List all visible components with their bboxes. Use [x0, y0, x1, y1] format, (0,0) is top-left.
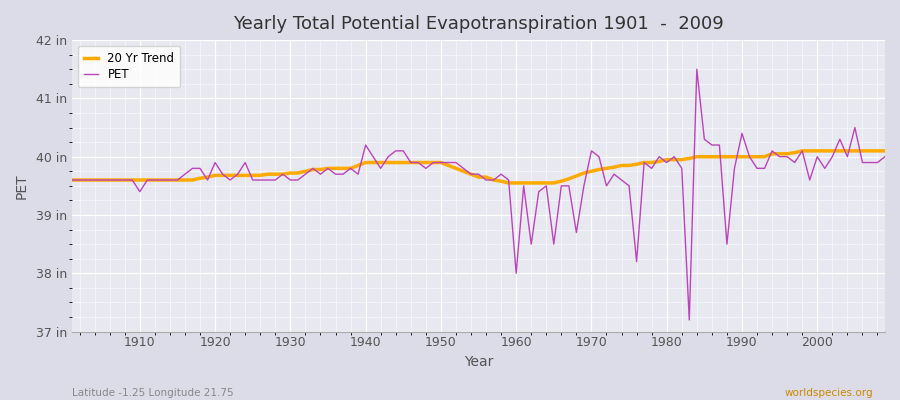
PET	[292, 178, 303, 182]
PET	[503, 178, 514, 182]
20 Yr Trend	[127, 178, 138, 182]
20 Yr Trend	[608, 165, 619, 170]
Line: 20 Yr Trend: 20 Yr Trend	[72, 151, 885, 183]
PET	[67, 178, 77, 182]
Legend: 20 Yr Trend, PET: 20 Yr Trend, PET	[78, 46, 180, 87]
20 Yr Trend	[796, 148, 807, 153]
Line: PET: PET	[72, 69, 885, 320]
20 Yr Trend	[503, 180, 514, 185]
20 Yr Trend	[338, 166, 348, 171]
PET	[127, 178, 138, 182]
PET	[338, 172, 348, 176]
Y-axis label: PET: PET	[15, 173, 29, 199]
20 Yr Trend	[518, 180, 529, 185]
20 Yr Trend	[292, 171, 303, 176]
Text: worldspecies.org: worldspecies.org	[785, 388, 873, 398]
PET	[601, 184, 612, 188]
PET	[511, 271, 522, 276]
X-axis label: Year: Year	[464, 355, 493, 369]
Text: Latitude -1.25 Longitude 21.75: Latitude -1.25 Longitude 21.75	[72, 388, 234, 398]
20 Yr Trend	[879, 148, 890, 153]
20 Yr Trend	[511, 180, 522, 185]
PET	[879, 154, 890, 159]
20 Yr Trend	[67, 178, 77, 182]
Title: Yearly Total Potential Evapotranspiration 1901  -  2009: Yearly Total Potential Evapotranspiratio…	[233, 15, 724, 33]
PET	[684, 318, 695, 322]
PET	[691, 67, 702, 72]
